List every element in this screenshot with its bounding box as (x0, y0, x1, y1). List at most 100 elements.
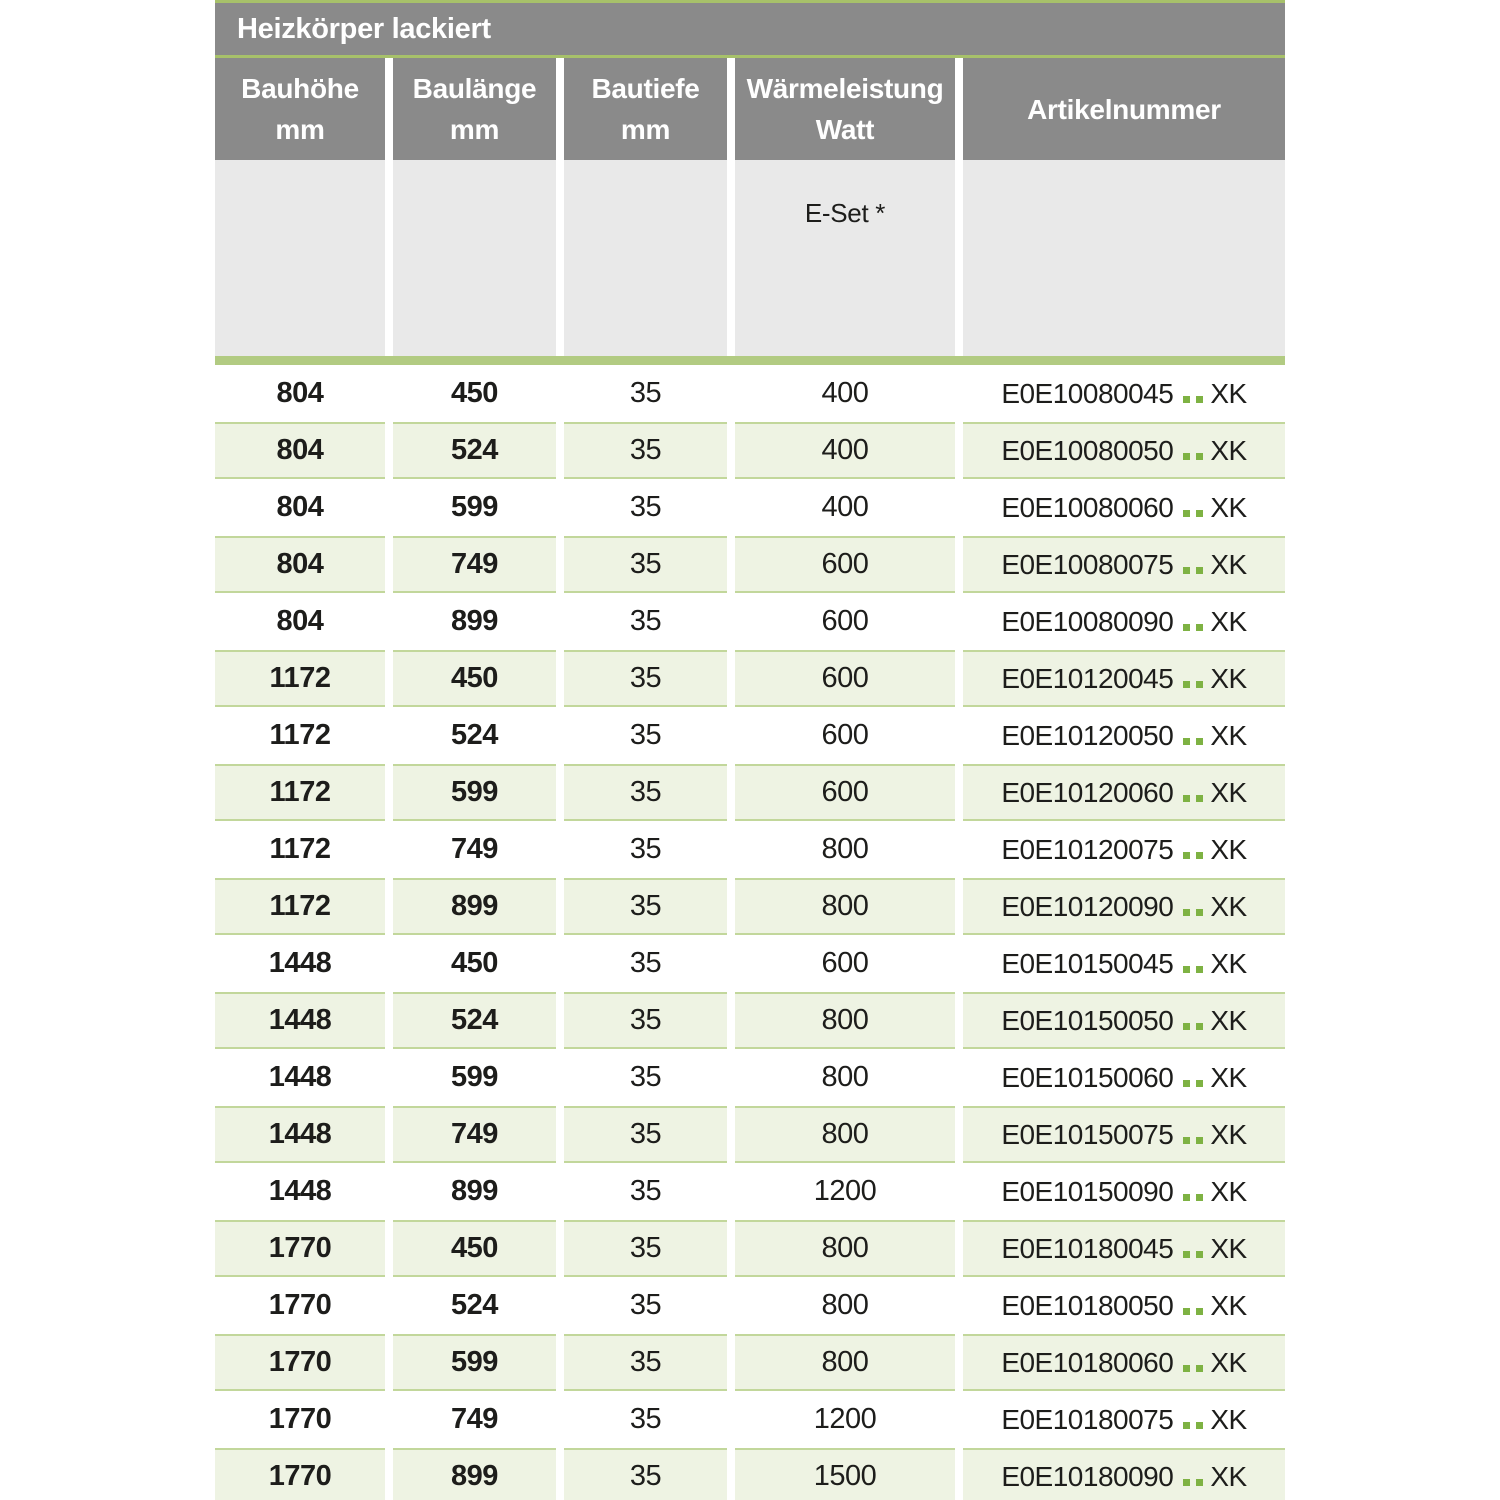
top-accent-line (215, 0, 1285, 3)
cell-waermeleistung: 800 (735, 1106, 955, 1163)
article-number-suffix: XK (1210, 377, 1247, 409)
cell-bauhoehe: 1770 (215, 1448, 385, 1500)
article-number-prefix: E0E10150045 (1001, 947, 1174, 979)
column-header-waermeleistung: Wärmeleistung Watt (735, 58, 955, 160)
color-code-dot-icon (1196, 1022, 1204, 1030)
radiator-spec-table: Heizkörper lackiert Bauhöhe mm Baulänge … (215, 0, 1285, 1500)
color-code-dot-icon (1183, 1421, 1191, 1429)
color-code-dot-icon (1183, 509, 1191, 517)
color-code-dot-icon (1183, 680, 1191, 688)
column-header-artikelnummer: Artikelnummer (963, 58, 1285, 160)
table-row: 804 450 35 400 E0E10080045 XK (215, 365, 1285, 422)
cell-artikelnummer: E0E10080050 XK (963, 422, 1285, 479)
article-separator-dots (1173, 777, 1204, 809)
cell-artikelnummer: E0E10150045 XK (963, 935, 1285, 992)
cell-bauhoehe: 1172 (215, 707, 385, 764)
cell-artikelnummer: E0E10120060 XK (963, 764, 1285, 821)
cell-bautiefe: 35 (564, 1220, 727, 1277)
article-separator-dots (1173, 1461, 1204, 1493)
cell-waermeleistung: 800 (735, 992, 955, 1049)
color-code-dot-icon (1196, 1307, 1204, 1315)
table-row: 1172 899 35 800 E0E10120090 XK (215, 878, 1285, 935)
article-number-prefix: E0E10180075 (1001, 1403, 1174, 1435)
column-header-bautiefe: Bautiefe mm (564, 58, 727, 160)
article-number-prefix: E0E10080050 (1001, 434, 1174, 466)
cell-bautiefe: 35 (564, 707, 727, 764)
cell-artikelnummer: E0E10080075 XK (963, 536, 1285, 593)
article-number-prefix: E0E10150075 (1001, 1118, 1174, 1150)
color-code-dot-icon (1196, 737, 1204, 745)
cell-baulaenge: 749 (393, 1106, 556, 1163)
article-number-prefix: E0E10080045 (1001, 377, 1174, 409)
cell-bautiefe: 35 (564, 650, 727, 707)
cell-waermeleistung: 800 (735, 821, 955, 878)
color-code-dot-icon (1183, 623, 1191, 631)
column-header-line2: mm (449, 114, 500, 145)
cell-baulaenge: 450 (393, 935, 556, 992)
table-row: 1448 749 35 800 E0E10150075 XK (215, 1106, 1285, 1163)
color-code-dot-icon (1196, 1364, 1204, 1372)
cell-artikelnummer: E0E10120090 XK (963, 878, 1285, 935)
article-number-prefix: E0E10150060 (1001, 1061, 1174, 1093)
column-header-baulaenge: Baulänge mm (393, 58, 556, 160)
color-code-dot-icon (1196, 1478, 1204, 1486)
article-number-prefix: E0E10180050 (1001, 1289, 1174, 1321)
table-row: 1770 450 35 800 E0E10180045 XK (215, 1220, 1285, 1277)
cell-waermeleistung: 400 (735, 365, 955, 422)
subheader-bauhoehe (215, 160, 385, 356)
cell-waermeleistung: 800 (735, 1334, 955, 1391)
color-code-dot-icon (1196, 908, 1204, 916)
table-row: 804 899 35 600 E0E10080090 XK (215, 593, 1285, 650)
column-header-line1: Wärmeleistung (746, 73, 944, 104)
color-code-dot-icon (1183, 1022, 1191, 1030)
color-code-dot-icon (1183, 737, 1191, 745)
cell-artikelnummer: E0E10120045 XK (963, 650, 1285, 707)
cell-bauhoehe: 1448 (215, 1163, 385, 1220)
cell-bauhoehe: 1448 (215, 1049, 385, 1106)
cell-bautiefe: 35 (564, 1106, 727, 1163)
table-title: Heizkörper lackiert (237, 12, 491, 45)
article-separator-dots (1173, 948, 1204, 980)
article-separator-dots (1173, 834, 1204, 866)
table-row: 1448 450 35 600 E0E10150045 XK (215, 935, 1285, 992)
color-code-dot-icon (1196, 623, 1204, 631)
color-code-dot-icon (1183, 965, 1191, 973)
article-number-suffix: XK (1210, 1403, 1247, 1435)
cell-artikelnummer: E0E10180090 XK (963, 1448, 1285, 1500)
color-code-dot-icon (1183, 794, 1191, 802)
table-row: 1172 599 35 600 E0E10120060 XK (215, 764, 1285, 821)
cell-bautiefe: 35 (564, 1448, 727, 1500)
cell-waermeleistung: 800 (735, 1277, 955, 1334)
column-header-line1: Baulänge (412, 73, 537, 104)
cell-bautiefe: 35 (564, 422, 727, 479)
color-code-dot-icon (1196, 851, 1204, 859)
article-separator-dots (1173, 1005, 1204, 1037)
article-number-prefix: E0E10120075 (1001, 833, 1174, 865)
cell-artikelnummer: E0E10180060 XK (963, 1334, 1285, 1391)
cell-bautiefe: 35 (564, 821, 727, 878)
article-separator-dots (1173, 606, 1204, 638)
cell-artikelnummer: E0E10180075 XK (963, 1391, 1285, 1448)
subheader-baulaenge (393, 160, 556, 356)
cell-bautiefe: 35 (564, 365, 727, 422)
column-header-row: Bauhöhe mm Baulänge mm Bautiefe mm Wärme… (215, 58, 1285, 160)
cell-baulaenge: 749 (393, 821, 556, 878)
article-separator-dots (1173, 1233, 1204, 1265)
cell-waermeleistung: 400 (735, 479, 955, 536)
column-header-line2: Watt (815, 114, 875, 145)
column-header-line1: Artikelnummer (1027, 93, 1221, 125)
color-code-dot-icon (1183, 1193, 1191, 1201)
cell-waermeleistung: 600 (735, 764, 955, 821)
article-separator-dots (1173, 720, 1204, 752)
cell-artikelnummer: E0E10080045 XK (963, 365, 1285, 422)
cell-bauhoehe: 1770 (215, 1391, 385, 1448)
table-row: 1770 599 35 800 E0E10180060 XK (215, 1334, 1285, 1391)
article-number-suffix: XK (1210, 1460, 1247, 1492)
color-code-dot-icon (1196, 1136, 1204, 1144)
color-code-dot-icon (1196, 1421, 1204, 1429)
article-separator-dots (1173, 1347, 1204, 1379)
header-body-separator-bar (215, 356, 1285, 365)
cell-waermeleistung: 600 (735, 536, 955, 593)
cell-artikelnummer: E0E10120050 XK (963, 707, 1285, 764)
